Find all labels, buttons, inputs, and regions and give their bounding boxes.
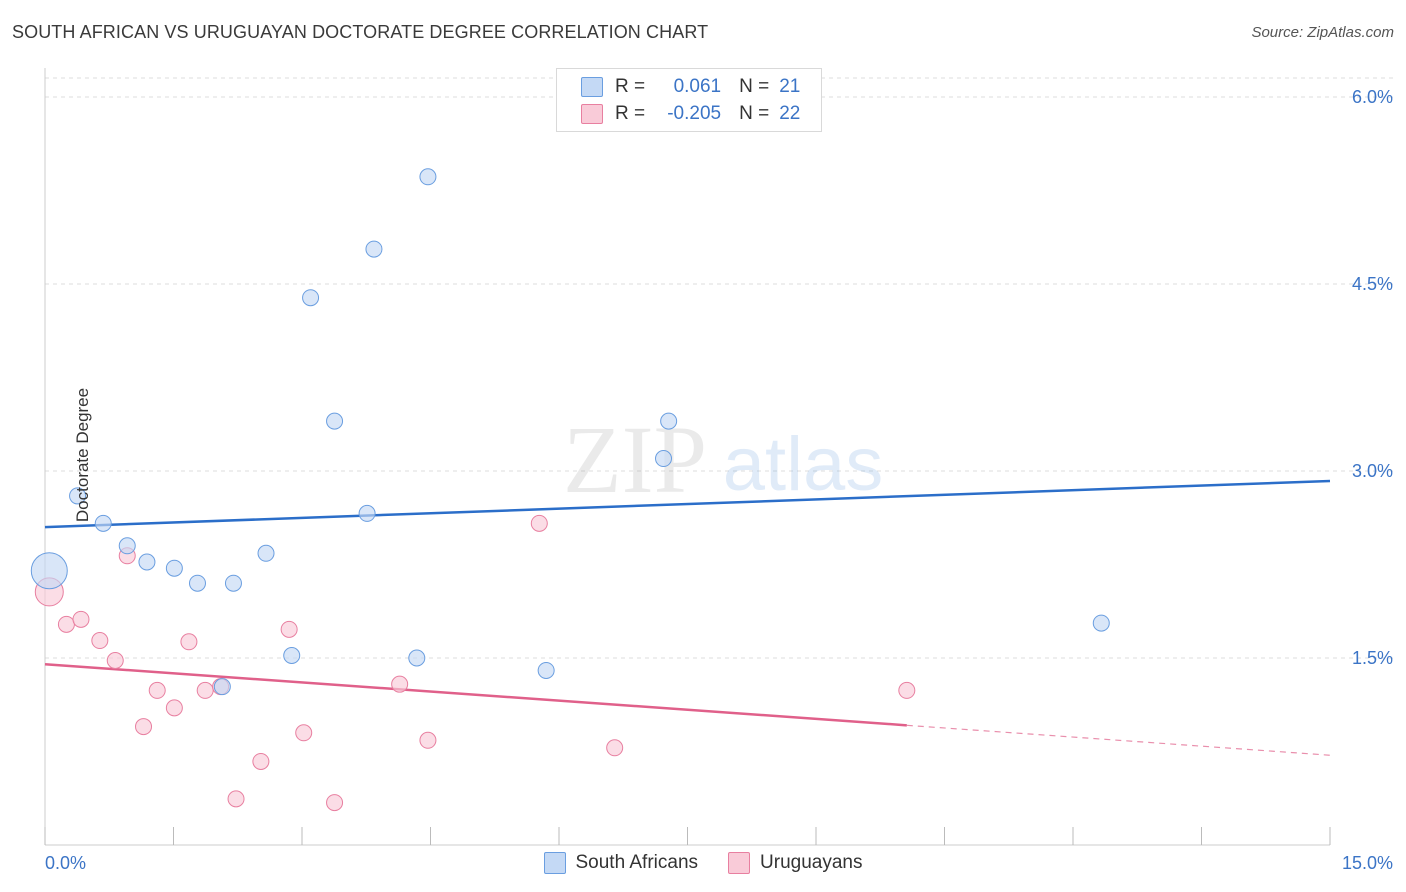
legend-r-value: 0.061 bbox=[673, 76, 722, 97]
point-south-africans bbox=[257, 544, 275, 562]
point-uruguayans bbox=[530, 514, 548, 532]
point-south-africans bbox=[188, 574, 206, 592]
legend-label-south-africans: South Africans bbox=[575, 852, 699, 873]
y-tick-label: 3.0% bbox=[1352, 461, 1393, 481]
y-tick-label: 4.5% bbox=[1352, 274, 1393, 294]
point-south-africans bbox=[365, 240, 383, 258]
point-south-africans bbox=[660, 412, 678, 430]
point-south-africans bbox=[138, 553, 156, 571]
trend-line-uruguayans bbox=[44, 662, 907, 727]
point-uruguayans bbox=[57, 615, 75, 633]
legend-row-uruguayans: R = -0.205 N = 22 bbox=[581, 102, 800, 126]
watermark: ZIP atlas bbox=[563, 406, 883, 513]
point-south-africans bbox=[165, 559, 183, 577]
point-uruguayans bbox=[135, 718, 153, 736]
watermark-atlas: atlas bbox=[723, 422, 884, 507]
tick-labels: 1.5% 3.0% 4.5% 6.0% 0.0% 15.0% bbox=[45, 87, 1393, 873]
legend-row-south-africans: R = 0.061 N = 21 bbox=[581, 75, 800, 99]
point-south-africans bbox=[283, 647, 301, 665]
point-uruguayans bbox=[391, 675, 409, 693]
legend-n-label: N = bbox=[739, 76, 770, 97]
legend-n-value: 22 bbox=[779, 103, 801, 124]
point-uruguayans bbox=[252, 752, 270, 770]
y-axis-label: Doctorate Degree bbox=[73, 387, 93, 523]
point-uruguayans bbox=[295, 724, 313, 742]
legend-r-label: R = bbox=[615, 103, 646, 124]
legend-swatch-south-africans bbox=[581, 77, 603, 97]
point-uruguayans bbox=[280, 620, 298, 638]
axes bbox=[44, 68, 1331, 846]
legend-swatch-uruguayans bbox=[728, 852, 751, 874]
stats-legend: R = 0.061 N = 21 R = -0.205 N = 22 bbox=[556, 68, 822, 132]
legend-n-value: 21 bbox=[779, 76, 801, 97]
point-south-africans bbox=[94, 514, 112, 532]
point-south-africans bbox=[224, 574, 242, 592]
trend-line-south-africans bbox=[44, 479, 1331, 529]
y-tick-label: 1.5% bbox=[1352, 648, 1393, 668]
chart-title: SOUTH AFRICAN VS URUGUAYAN DOCTORATE DEG… bbox=[12, 22, 709, 42]
point-south-africans bbox=[408, 649, 426, 667]
point-south-africans bbox=[302, 289, 320, 307]
x-tick-label-end: 15.0% bbox=[1342, 853, 1393, 873]
point-south-africans bbox=[213, 678, 231, 696]
point-uruguayans bbox=[419, 731, 437, 749]
gridlines bbox=[45, 77, 1395, 659]
point-uruguayans bbox=[606, 739, 624, 757]
point-south-africans bbox=[118, 537, 136, 555]
legend-swatch-south-africans bbox=[543, 852, 566, 874]
legend-item-south-africans[interactable]: South Africans bbox=[543, 852, 699, 874]
point-uruguayans bbox=[91, 632, 109, 650]
point-uruguayans bbox=[106, 651, 124, 669]
trend-lines bbox=[44, 479, 1331, 756]
point-uruguayans bbox=[180, 633, 198, 651]
source-note: Source: ZipAtlas.com bbox=[1251, 24, 1394, 41]
point-uruguayans bbox=[72, 610, 90, 628]
legend-item-uruguayans[interactable]: Uruguayans bbox=[728, 852, 862, 874]
legend-r-label: R = bbox=[615, 76, 646, 97]
data-points bbox=[30, 168, 1110, 812]
point-uruguayans bbox=[898, 681, 916, 699]
point-uruguayans bbox=[148, 681, 166, 699]
point-south-africans bbox=[30, 552, 68, 590]
point-south-africans bbox=[69, 487, 87, 505]
legend-label-uruguayans: Uruguayans bbox=[760, 852, 863, 873]
point-south-africans bbox=[655, 450, 673, 468]
trend-line-uruguayans-extension bbox=[906, 724, 1331, 756]
point-uruguayans bbox=[196, 681, 214, 699]
point-uruguayans bbox=[326, 794, 344, 812]
point-south-africans bbox=[419, 168, 437, 186]
series-legend: South Africans Uruguayans bbox=[0, 852, 1406, 874]
y-tick-label: 6.0% bbox=[1352, 87, 1393, 107]
point-south-africans bbox=[326, 412, 344, 430]
point-south-africans bbox=[1092, 614, 1110, 632]
legend-swatch-uruguayans bbox=[581, 104, 603, 124]
watermark-zip: ZIP bbox=[563, 406, 707, 513]
x-tick-label-start: 0.0% bbox=[45, 853, 86, 873]
point-uruguayans bbox=[165, 699, 183, 717]
point-south-africans bbox=[358, 504, 376, 522]
point-south-africans bbox=[537, 661, 555, 679]
point-uruguayans bbox=[227, 790, 245, 808]
legend-n-label: N = bbox=[739, 103, 770, 124]
legend-r-value: -0.205 bbox=[667, 103, 722, 124]
